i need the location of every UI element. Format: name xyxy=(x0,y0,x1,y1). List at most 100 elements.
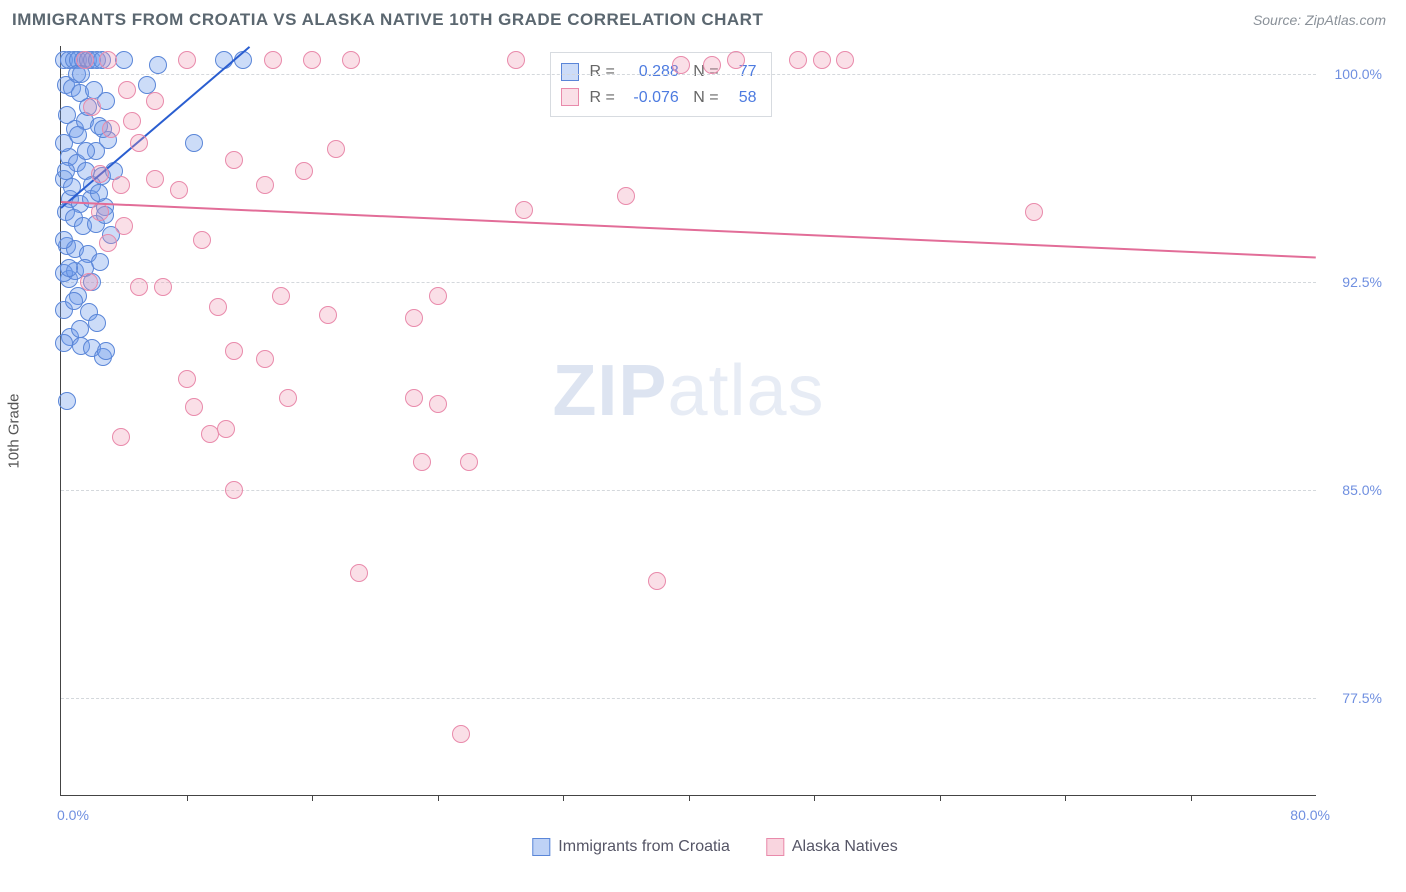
y-tick-label: 85.0% xyxy=(1342,482,1382,498)
stat-n-value: 58 xyxy=(729,85,757,111)
stat-r-value: 0.288 xyxy=(625,59,679,85)
x-axis-max-label: 80.0% xyxy=(1290,807,1330,823)
data-point xyxy=(69,126,87,144)
data-point xyxy=(170,181,188,199)
data-point xyxy=(97,342,115,360)
data-point xyxy=(60,259,78,277)
data-point xyxy=(350,564,368,582)
data-point xyxy=(836,51,854,69)
y-tick-label: 77.5% xyxy=(1342,690,1382,706)
data-point xyxy=(146,92,164,110)
data-point xyxy=(279,389,297,407)
data-point xyxy=(76,51,94,69)
legend-swatch xyxy=(532,838,550,856)
x-tick xyxy=(563,795,564,801)
stat-n-label: N = xyxy=(689,85,719,111)
x-tick xyxy=(814,795,815,801)
x-tick xyxy=(1065,795,1066,801)
data-point xyxy=(130,134,148,152)
data-point xyxy=(507,51,525,69)
data-point xyxy=(123,112,141,130)
data-point xyxy=(217,420,235,438)
data-point xyxy=(429,287,447,305)
x-tick xyxy=(940,795,941,801)
legend-item: Immigrants from Croatia xyxy=(532,838,730,856)
data-point xyxy=(452,725,470,743)
x-tick xyxy=(689,795,690,801)
data-point xyxy=(319,306,337,324)
x-tick xyxy=(312,795,313,801)
legend-label: Immigrants from Croatia xyxy=(558,838,730,856)
data-point xyxy=(209,298,227,316)
data-point xyxy=(727,51,745,69)
data-point xyxy=(272,287,290,305)
x-tick xyxy=(438,795,439,801)
data-point xyxy=(77,142,95,160)
series-swatch xyxy=(561,63,579,81)
data-point xyxy=(225,151,243,169)
data-point xyxy=(99,234,117,252)
x-axis-min-label: 0.0% xyxy=(57,807,89,823)
data-point xyxy=(256,176,274,194)
regression-line xyxy=(61,201,1316,258)
data-point xyxy=(193,231,211,249)
data-point xyxy=(405,309,423,327)
plot-area: ZIPatlas 0.0% 80.0% R =0.288 N =77R =-0.… xyxy=(60,46,1316,796)
y-axis-label: 10th Grade xyxy=(6,393,23,468)
data-point xyxy=(405,389,423,407)
data-point xyxy=(342,51,360,69)
data-point xyxy=(178,51,196,69)
data-point xyxy=(813,51,831,69)
data-point xyxy=(413,453,431,471)
bottom-legend: Immigrants from Croatia Alaska Natives xyxy=(532,838,897,856)
gridline-h xyxy=(61,74,1316,75)
data-point xyxy=(146,170,164,188)
data-point xyxy=(57,162,75,180)
data-point xyxy=(130,278,148,296)
legend-item: Alaska Natives xyxy=(766,838,898,856)
stat-r-label: R = xyxy=(589,59,614,85)
data-point xyxy=(112,428,130,446)
legend-swatch xyxy=(766,838,784,856)
data-point xyxy=(55,231,73,249)
data-point xyxy=(703,56,721,74)
stat-r-value: -0.076 xyxy=(625,85,679,111)
y-tick-label: 100.0% xyxy=(1335,66,1382,82)
data-point xyxy=(515,201,533,219)
watermark: ZIPatlas xyxy=(552,350,824,432)
data-point xyxy=(149,56,167,74)
x-tick xyxy=(187,795,188,801)
data-point xyxy=(295,162,313,180)
data-point xyxy=(178,370,196,388)
source-attribution: Source: ZipAtlas.com xyxy=(1253,12,1386,28)
data-point xyxy=(138,76,156,94)
data-point xyxy=(1025,203,1043,221)
data-point xyxy=(185,134,203,152)
legend-label: Alaska Natives xyxy=(792,838,898,856)
gridline-h xyxy=(61,490,1316,491)
stats-row: R = -0.076 N = 58 xyxy=(561,85,756,111)
data-point xyxy=(88,314,106,332)
data-point xyxy=(429,395,447,413)
data-point xyxy=(55,334,73,352)
data-point xyxy=(91,253,109,271)
data-point xyxy=(58,392,76,410)
data-point xyxy=(91,165,109,183)
data-point xyxy=(118,81,136,99)
chart-title: IMMIGRANTS FROM CROATIA VS ALASKA NATIVE… xyxy=(12,10,763,30)
x-tick xyxy=(1191,795,1192,801)
data-point xyxy=(789,51,807,69)
data-point xyxy=(225,342,243,360)
data-point xyxy=(672,56,690,74)
data-point xyxy=(91,203,109,221)
data-point xyxy=(99,51,117,69)
data-point xyxy=(264,51,282,69)
stat-r-label: R = xyxy=(589,85,614,111)
gridline-h xyxy=(61,698,1316,699)
data-point xyxy=(115,217,133,235)
data-point xyxy=(80,273,98,291)
data-point xyxy=(65,292,83,310)
data-point xyxy=(648,572,666,590)
data-point xyxy=(225,481,243,499)
data-point xyxy=(112,176,130,194)
